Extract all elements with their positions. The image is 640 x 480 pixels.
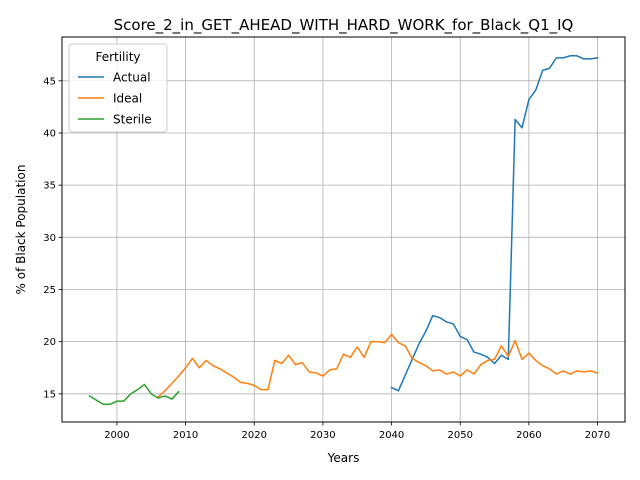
x-tick-label: 2020 [242,430,267,441]
legend-label-actual: Actual [113,71,151,85]
y-tick-label: 40 [43,128,56,139]
legend: Fertility Actual Ideal Sterile [69,44,167,132]
x-tick-label: 2000 [104,430,129,441]
y-tick-label: 25 [43,285,56,296]
y-tick-label: 20 [43,337,56,348]
chart-title: Score_2_in_GET_AHEAD_WITH_HARD_WORK_for_… [114,16,574,35]
x-tick-label: 2050 [447,430,472,441]
x-tick-label: 2060 [516,430,541,441]
y-tick-label: 45 [43,76,56,87]
legend-label-sterile: Sterile [113,113,152,127]
y-tick-label: 15 [43,389,56,400]
y-tick-label: 35 [43,181,56,192]
y-tick-label: 30 [43,233,56,244]
y-axis-label: % of Black Population [14,165,28,295]
legend-title: Fertility [95,50,140,64]
x-tick-label: 2040 [379,430,404,441]
x-tick-label: 2070 [585,430,610,441]
legend-label-ideal: Ideal [113,92,142,106]
x-axis-label: Years [327,451,360,465]
x-tick-label: 2010 [173,430,198,441]
x-tick-label: 2030 [310,430,335,441]
